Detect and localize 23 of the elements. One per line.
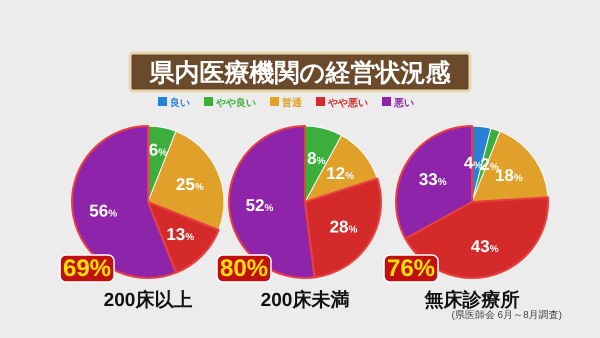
text: 200床未満 bbox=[260, 289, 350, 311]
data-label: 56% bbox=[89, 202, 118, 221]
text: 80% bbox=[220, 255, 268, 282]
data-label: 12% bbox=[326, 164, 354, 183]
text: (県医師会 6月～8月調査) bbox=[451, 309, 562, 321]
text: 200床以上 bbox=[104, 289, 192, 311]
data-label: 28% bbox=[330, 217, 358, 236]
text: 県内医療機関の経営状況感 bbox=[148, 59, 452, 87]
data-label: 8% bbox=[307, 148, 326, 168]
data-label: 43% bbox=[470, 236, 499, 256]
legend-label: やや悪い bbox=[327, 97, 368, 109]
legend-label: やや良い bbox=[215, 97, 256, 109]
data-label: 33% bbox=[418, 170, 447, 189]
text: 76% bbox=[386, 255, 436, 282]
data-label: 13% bbox=[166, 225, 194, 244]
data-label: 6% bbox=[148, 140, 168, 160]
data-label: 25% bbox=[176, 174, 204, 194]
text: 69% bbox=[62, 255, 112, 282]
legend-label: 普通 bbox=[281, 97, 303, 109]
legend-label: 良い bbox=[170, 97, 190, 109]
data-label: 52% bbox=[246, 196, 274, 215]
legend-label: 悪い bbox=[393, 97, 414, 109]
text: 無床診療所 bbox=[424, 289, 520, 311]
